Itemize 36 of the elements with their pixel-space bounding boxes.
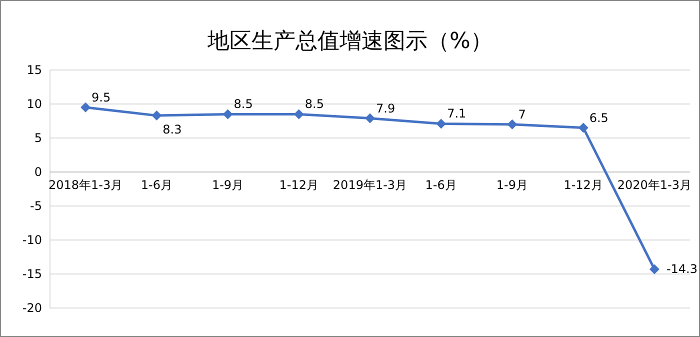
y-tick-label: -20 xyxy=(22,301,42,315)
point xyxy=(436,118,446,129)
data-label: 8.5 xyxy=(304,97,324,112)
point xyxy=(80,102,91,112)
y-tick-label: -5 xyxy=(30,199,42,213)
x-tick-label: 1-9月 xyxy=(212,178,244,192)
y-tick-label: -15 xyxy=(22,267,42,281)
point xyxy=(649,264,660,274)
x-tick-label: 1-12月 xyxy=(279,178,319,192)
data-label: 7 xyxy=(518,107,526,122)
point xyxy=(222,109,233,120)
point xyxy=(578,122,588,133)
data-label: 7.1 xyxy=(447,106,466,121)
point xyxy=(294,109,304,120)
y-tick-label: 15 xyxy=(26,63,42,77)
point xyxy=(365,113,375,124)
data-label: 8.5 xyxy=(234,97,253,112)
data-label: 6.5 xyxy=(589,110,608,125)
x-tick-label: 1-9月 xyxy=(496,178,528,192)
x-tick-label: 2020年1-3月 xyxy=(617,178,692,192)
data-label: 9.5 xyxy=(92,90,111,104)
y-tick-label: -10 xyxy=(22,233,42,247)
x-tick-label: 2019年1-3月 xyxy=(332,178,408,192)
x-tick-label: 2018年1-3月 xyxy=(48,178,123,192)
x-tick-label: 1-6月 xyxy=(140,178,172,192)
data-label: 7.9 xyxy=(376,101,396,116)
data-label: -14.3 xyxy=(666,262,698,276)
x-tick-label: 1-12月 xyxy=(564,178,603,192)
chart-title: 地区生产总值增速图示（%） xyxy=(206,29,492,54)
point xyxy=(507,119,518,130)
data-label: 8.3 xyxy=(162,122,182,137)
y-tick-label: 10 xyxy=(26,97,42,111)
point xyxy=(152,110,162,121)
x-tick-label: 1-6月 xyxy=(425,178,457,192)
y-tick-label: 0 xyxy=(34,165,42,179)
y-tick-label: 5 xyxy=(34,131,42,145)
